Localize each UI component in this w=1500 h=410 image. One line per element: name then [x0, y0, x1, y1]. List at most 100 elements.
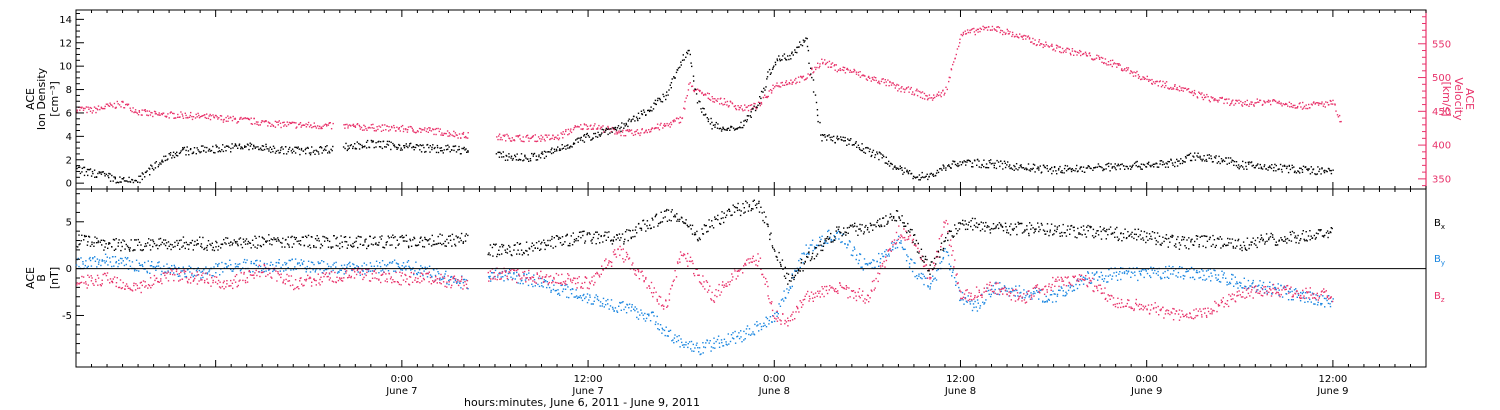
- bz-point: [883, 260, 885, 263]
- by-point: [285, 263, 287, 266]
- velocity-point: [1162, 80, 1164, 83]
- density-point: [932, 175, 935, 177]
- by-point: [259, 265, 262, 268]
- density-point: [372, 141, 374, 143]
- by-point: [963, 303, 965, 305]
- velocity-point: [291, 121, 293, 123]
- velocity-point: [1151, 78, 1153, 81]
- velocity-point: [528, 140, 530, 142]
- density-point: [1197, 156, 1199, 158]
- density-point: [930, 172, 932, 175]
- velocity-point: [1224, 98, 1226, 101]
- density-point: [862, 148, 865, 150]
- density-point: [1033, 164, 1036, 166]
- by-point: [971, 300, 973, 302]
- density-point: [249, 142, 251, 144]
- bz-point: [490, 278, 492, 280]
- bz-point: [767, 285, 769, 288]
- density-point: [567, 144, 569, 146]
- bz-point: [653, 287, 655, 289]
- bz-point: [940, 235, 942, 237]
- velocity-point: [287, 123, 290, 126]
- by-point: [866, 264, 869, 266]
- density-point: [864, 152, 867, 154]
- bz-point: [289, 284, 292, 287]
- density-point: [752, 108, 754, 110]
- velocity-point: [1209, 101, 1211, 103]
- velocity-point: [539, 138, 541, 140]
- velocity-point: [532, 135, 534, 137]
- density-point: [354, 147, 357, 149]
- by-point: [352, 263, 354, 265]
- by-point: [104, 253, 107, 255]
- by-point: [569, 289, 572, 291]
- bz-point: [380, 281, 382, 284]
- density-point: [689, 53, 691, 56]
- by-point: [1076, 279, 1078, 281]
- bz-point: [665, 300, 667, 302]
- by-point: [568, 296, 570, 299]
- bz-point: [988, 284, 991, 286]
- density-point: [1183, 161, 1185, 163]
- by-point: [550, 291, 552, 293]
- velocity-point: [705, 94, 707, 96]
- by-point: [605, 300, 607, 302]
- density-point: [978, 160, 980, 162]
- velocity-point: [770, 92, 773, 94]
- by-point: [657, 323, 659, 325]
- density-point: [1103, 168, 1105, 171]
- bz-point: [625, 251, 628, 254]
- bz-point: [449, 279, 452, 281]
- by-point: [546, 281, 548, 283]
- by-point: [264, 266, 267, 269]
- by-point: [1231, 273, 1233, 276]
- bz-point: [267, 274, 269, 276]
- density-point: [453, 145, 455, 148]
- bz-point: [706, 281, 709, 283]
- density-point: [396, 148, 398, 150]
- density-point: [183, 146, 186, 149]
- velocity-point: [100, 106, 103, 108]
- density-point: [1052, 170, 1054, 172]
- density-point: [507, 159, 509, 161]
- by-point: [1277, 283, 1279, 285]
- bz-point: [864, 298, 866, 300]
- by-point: [762, 325, 765, 327]
- density-point: [743, 124, 745, 127]
- velocity-point: [298, 123, 301, 125]
- density-point: [359, 143, 361, 146]
- by-point: [872, 259, 874, 261]
- by-point: [1164, 276, 1166, 279]
- by-point: [610, 299, 613, 301]
- by-point: [756, 321, 758, 323]
- bz-point: [419, 275, 422, 278]
- bz-point: [821, 286, 823, 288]
- bz-point: [904, 239, 906, 241]
- by-point: [299, 264, 301, 267]
- bz-point: [283, 279, 285, 281]
- density-point: [760, 90, 763, 93]
- velocity-point: [1258, 101, 1260, 103]
- density-point: [722, 126, 724, 128]
- by-point: [927, 285, 929, 287]
- bz-point: [790, 315, 792, 317]
- velocity-point: [203, 114, 205, 117]
- velocity-point: [789, 83, 791, 85]
- density-point: [743, 120, 745, 122]
- by-point: [864, 263, 867, 265]
- by-point: [1103, 280, 1105, 282]
- velocity-point: [1121, 70, 1124, 72]
- bz-point: [516, 281, 518, 284]
- velocity-point: [174, 117, 176, 119]
- velocity-point: [399, 130, 401, 132]
- velocity-point: [223, 118, 225, 121]
- bz-point: [712, 300, 715, 302]
- velocity-point: [136, 112, 138, 114]
- bz-point: [451, 284, 453, 287]
- velocity-point: [295, 127, 297, 129]
- by-point: [1134, 271, 1136, 273]
- velocity-point: [940, 92, 943, 94]
- by-point: [859, 253, 861, 255]
- by-point: [1284, 286, 1287, 288]
- density-point: [431, 148, 433, 151]
